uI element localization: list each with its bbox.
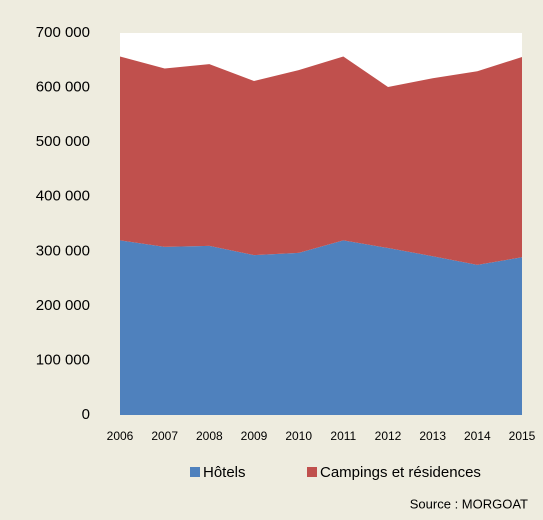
x-tick-label: 2013 xyxy=(419,429,446,443)
y-tick-label: 200 000 xyxy=(36,297,90,314)
legend-label: Campings et résidences xyxy=(320,464,481,481)
x-tick-label: 2011 xyxy=(330,429,356,443)
source: Source : MORGOAT xyxy=(410,496,528,511)
y-tick-label: 700 000 xyxy=(36,24,90,41)
y-tick-label: 300 000 xyxy=(36,242,90,259)
x-tick-label: 2006 xyxy=(107,429,134,443)
y-tick-label: 100 000 xyxy=(36,351,90,368)
legend-label: Hôtels xyxy=(203,464,246,481)
x-tick-label: 2007 xyxy=(151,429,178,443)
area xyxy=(120,56,522,265)
x-tick-label: 2014 xyxy=(464,429,491,443)
y-tick-label: 400 000 xyxy=(36,188,90,205)
y-tick-label: 0 xyxy=(82,406,90,423)
x-tick-label: 2009 xyxy=(241,429,268,443)
y-tick-label: 600 000 xyxy=(36,79,90,96)
x-tick-label: 2008 xyxy=(196,429,223,443)
x-tick-label: 2012 xyxy=(375,429,402,443)
x-tick-label: 2015 xyxy=(509,429,536,443)
legend-swatch xyxy=(190,467,200,477)
legend-swatch xyxy=(307,467,317,477)
area xyxy=(120,240,522,415)
y-tick-label: 500 000 xyxy=(36,133,90,150)
x-tick-label: 2010 xyxy=(285,429,312,443)
